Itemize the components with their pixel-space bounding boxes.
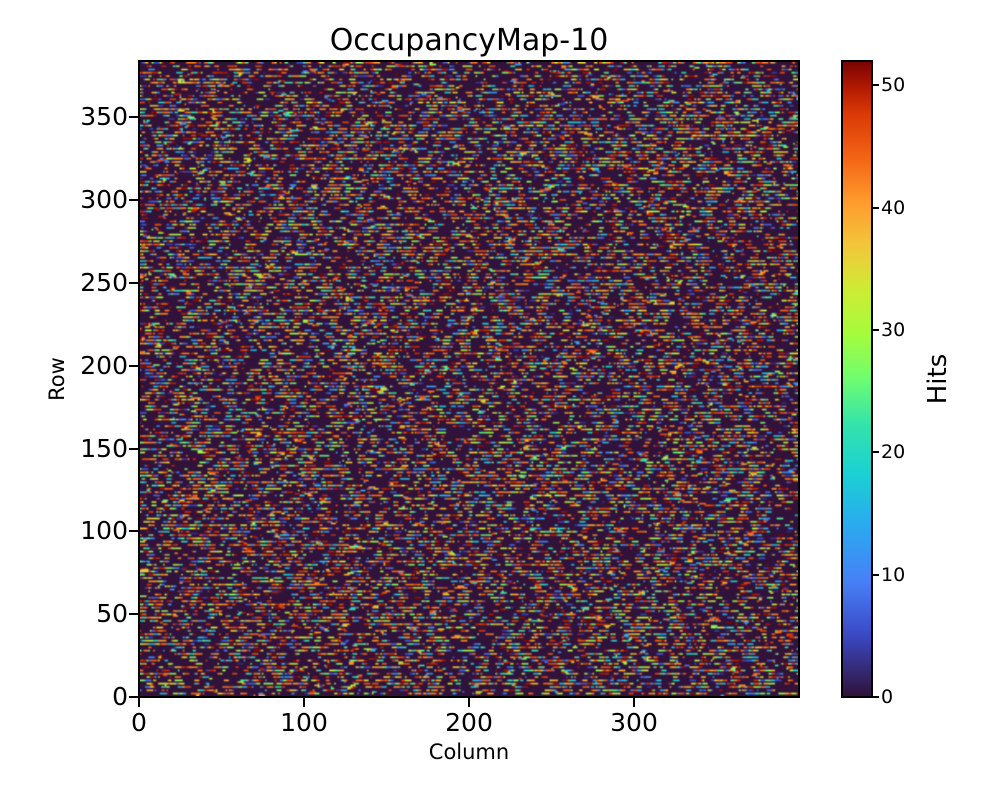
- y-tick-mark: [129, 696, 138, 698]
- colorbar-tick-label: 0: [881, 686, 894, 708]
- x-tick-mark: [468, 698, 470, 707]
- y-tick-mark: [129, 530, 138, 533]
- y-tick-mark: [129, 281, 138, 284]
- x-tick-label: 0: [131, 708, 147, 737]
- y-tick-label: 100: [80, 516, 128, 546]
- y-tick-mark: [129, 199, 138, 202]
- y-tick-label: 150: [80, 433, 128, 463]
- colorbar-tick-mark: [873, 451, 879, 454]
- colorbar-tick-mark: [873, 206, 879, 209]
- y-axis-label-text: Row: [45, 357, 69, 401]
- y-tick-label: 350: [80, 102, 128, 132]
- x-tick-mark: [138, 698, 140, 707]
- colorbar-tick-label: 40: [881, 196, 906, 219]
- y-tick-label: 300: [80, 185, 128, 215]
- x-tick-label: 300: [610, 708, 658, 737]
- heatmap-image: [140, 62, 798, 696]
- x-tick-label: 100: [280, 708, 328, 737]
- plot-area: [138, 60, 800, 698]
- colorbar-label-text: Hits: [923, 353, 953, 405]
- chart-title: OccupancyMap-10: [329, 23, 609, 58]
- y-tick-mark: [129, 613, 138, 616]
- x-tick-mark: [303, 698, 305, 707]
- x-tick-label: 200: [445, 708, 493, 737]
- colorbar-tick-label: 50: [881, 74, 906, 97]
- colorbar-tick-label: 20: [881, 441, 906, 464]
- y-tick-label: 50: [96, 599, 128, 629]
- x-tick-mark: [633, 698, 635, 707]
- y-tick-mark: [129, 116, 138, 119]
- colorbar-tick-mark: [873, 84, 879, 87]
- colorbar: [841, 60, 873, 698]
- colorbar-tick-label: 30: [881, 319, 906, 342]
- y-tick-label: 0: [112, 682, 128, 711]
- x-axis-label: Column: [428, 740, 510, 764]
- colorbar-tick-mark: [873, 329, 879, 332]
- colorbar-tick-mark: [873, 573, 879, 576]
- colorbar-tick-mark: [873, 696, 879, 698]
- colorbar-tick-label: 10: [881, 563, 906, 586]
- y-tick-mark: [129, 447, 138, 450]
- y-tick-label: 250: [80, 267, 128, 297]
- y-tick-mark: [129, 364, 138, 367]
